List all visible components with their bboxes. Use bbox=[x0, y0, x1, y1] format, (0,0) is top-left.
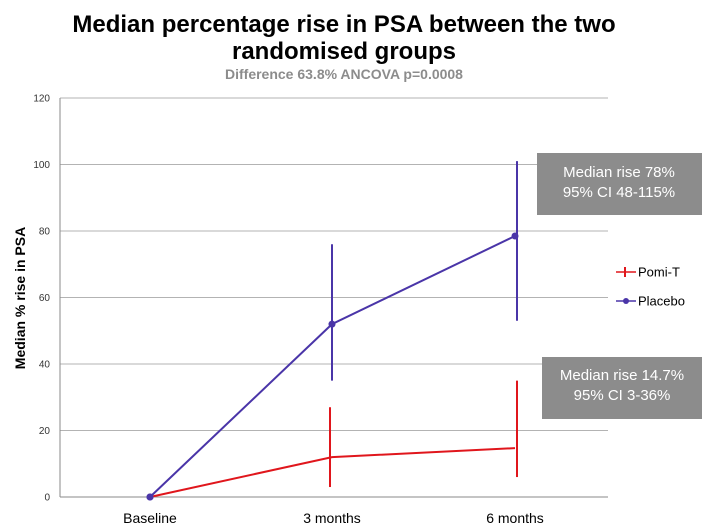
y-tick-label-120: 120 bbox=[33, 94, 50, 105]
annotation-line2-1: 95% CI 3-36% bbox=[574, 387, 671, 404]
legend-swatch-marker-1 bbox=[623, 298, 629, 304]
y-tick-label-20: 20 bbox=[39, 426, 51, 437]
series-layer bbox=[146, 161, 519, 501]
series-1 bbox=[146, 161, 519, 501]
y-tick-label-0: 0 bbox=[44, 493, 50, 504]
annotation-line2-0: 95% CI 48-115% bbox=[563, 184, 675, 201]
grid-layer bbox=[60, 97, 608, 431]
point-baseline bbox=[146, 493, 154, 501]
y-axis-label: Median % rise in PSA bbox=[12, 227, 28, 369]
legend-label-1: Placebo bbox=[638, 294, 685, 309]
annotations: Median rise 78%95% CI 48-115%Median rise… bbox=[537, 153, 702, 419]
x-tick-label-0: Baseline bbox=[123, 510, 177, 526]
x-tick-label-2: 6 months bbox=[486, 510, 544, 526]
legend-item-0: Pomi-T bbox=[616, 265, 680, 280]
x-tick-label-1: 3 months bbox=[303, 510, 361, 526]
series-0 bbox=[149, 380, 518, 498]
chart-title-line2: randomised groups bbox=[232, 38, 456, 65]
annotation-line1-0: Median rise 78% bbox=[563, 164, 675, 181]
y-tick-label-40: 40 bbox=[39, 360, 51, 371]
y-tick-label-60: 60 bbox=[39, 293, 51, 304]
chart-title-line1: Median percentage rise in PSA between th… bbox=[72, 11, 615, 38]
point-1-1 bbox=[328, 320, 336, 328]
annotation-box-0: Median rise 78% 95% CI 48-115% bbox=[537, 153, 702, 215]
annotation-line1-1: Median rise 14.7% bbox=[560, 367, 684, 384]
annotation-box-1: Median rise 14.7% 95% CI 3-36% bbox=[542, 357, 702, 419]
point-1-2 bbox=[511, 232, 519, 240]
annotation-rect-1 bbox=[542, 357, 702, 419]
legend-item-1: Placebo bbox=[616, 294, 685, 309]
series-line-0 bbox=[149, 447, 516, 498]
y-tick-label-80: 80 bbox=[39, 227, 51, 238]
y-tick-label-100: 100 bbox=[33, 160, 50, 171]
annotation-rect-0 bbox=[537, 153, 702, 215]
legend-label-0: Pomi-T bbox=[638, 265, 680, 280]
axis-layer: 0 20 40 60 80 100 120 Baseline 3 months 6 months bbox=[33, 94, 608, 526]
chart-subtitle: Difference 63.8% ANCOVA p=0.0008 bbox=[225, 66, 463, 82]
legend: Pomi-T Placebo bbox=[616, 265, 685, 309]
